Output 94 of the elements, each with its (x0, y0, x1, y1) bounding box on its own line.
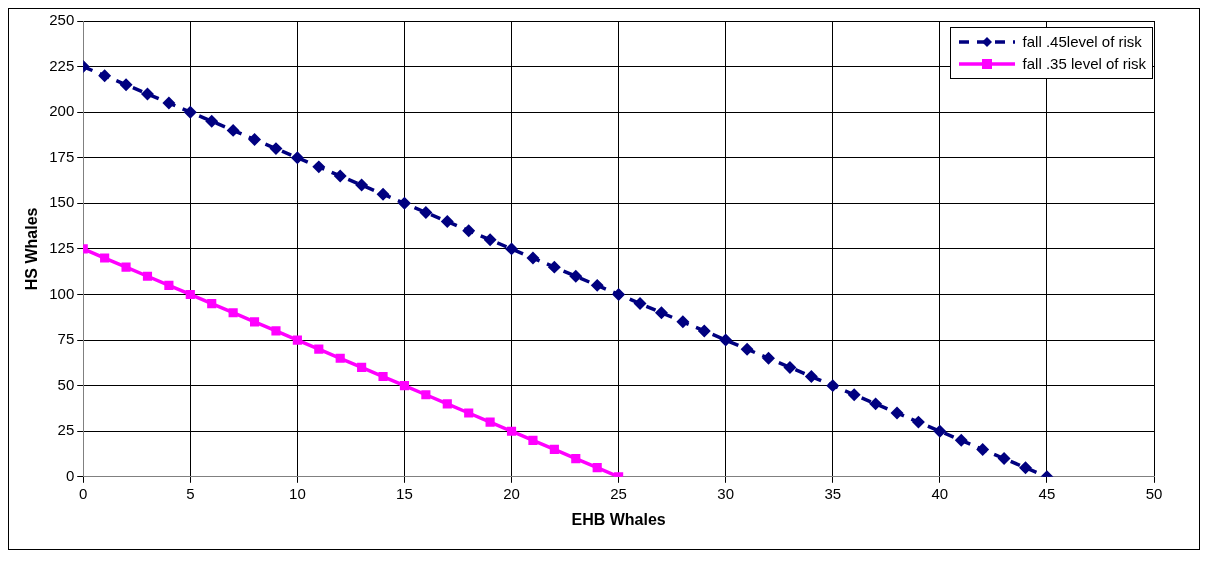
y-tick-label: 0 (65, 466, 75, 484)
point (355, 179, 368, 191)
point (421, 390, 431, 400)
point (869, 398, 882, 410)
point (528, 435, 538, 445)
y-tick-label: 100 (49, 284, 75, 302)
x-tick-label: 35 (824, 484, 842, 502)
x-tick-label: 10 (289, 484, 306, 502)
point (142, 271, 153, 281)
point (677, 316, 689, 328)
x-tick-label: 45 (1038, 484, 1056, 502)
y-tick-label: 125 (49, 239, 75, 257)
y-tick-label: 75 (57, 330, 75, 348)
x-tick-label: 25 (610, 484, 627, 502)
y-tick-label: 200 (49, 102, 75, 120)
point (227, 124, 239, 137)
point (163, 97, 175, 109)
x-tick-label: 5 (186, 484, 195, 502)
point (464, 408, 474, 418)
point (698, 325, 711, 337)
y-tick-label: 25 (57, 421, 75, 439)
point (314, 344, 324, 354)
point (998, 452, 1010, 465)
point (891, 407, 903, 419)
point (121, 262, 131, 272)
point (934, 425, 946, 437)
point (399, 381, 410, 391)
legend-label: fall .35 level of risk (1022, 54, 1146, 74)
point (612, 288, 625, 301)
point (912, 416, 925, 428)
point (313, 161, 325, 173)
y-tick-label: 50 (57, 375, 75, 393)
x-axis-title: EHB Whales (571, 510, 666, 528)
point (484, 234, 496, 246)
point (955, 434, 968, 447)
point (292, 335, 302, 345)
point (377, 188, 389, 200)
point (207, 299, 217, 309)
point (462, 224, 475, 237)
x-tick-label: 0 (79, 484, 88, 502)
point (549, 444, 559, 455)
point (442, 399, 452, 409)
point (655, 306, 668, 319)
legend-label: fall .45level of risk (1022, 32, 1142, 52)
point (548, 261, 561, 273)
point (228, 308, 238, 318)
point (378, 371, 388, 382)
point (100, 253, 110, 263)
point (1019, 461, 1032, 474)
point (334, 170, 346, 182)
point (506, 426, 517, 436)
point (485, 417, 495, 427)
point (98, 69, 111, 82)
x-tick-label: 15 (396, 484, 413, 502)
x-tick-label: 20 (503, 484, 520, 502)
y-tick-label: 175 (49, 147, 75, 165)
point (271, 326, 281, 336)
point (827, 379, 839, 392)
x-tick-label: 30 (717, 484, 735, 502)
y-axis-title: HS Whales (23, 207, 41, 291)
x-tick-label: 50 (1145, 484, 1163, 502)
point (976, 443, 989, 456)
point (570, 270, 582, 282)
x-tick-label: 40 (931, 484, 949, 502)
point (184, 106, 197, 118)
y-tick-label: 150 (49, 193, 75, 211)
point (591, 279, 603, 292)
point (741, 343, 753, 355)
point (398, 197, 411, 210)
point (762, 352, 775, 365)
point (205, 115, 218, 128)
point (784, 361, 796, 374)
point (185, 289, 195, 300)
y-tick-label: 250 (49, 11, 75, 29)
point (335, 353, 345, 363)
point (357, 362, 367, 372)
point (527, 252, 539, 264)
point (805, 370, 818, 383)
y-tick-label: 225 (49, 56, 75, 74)
point (249, 317, 260, 327)
point (441, 215, 454, 228)
point (592, 463, 602, 473)
point (571, 453, 581, 464)
point (248, 133, 261, 146)
point (848, 389, 860, 401)
point (270, 142, 282, 155)
point (120, 79, 132, 91)
point (634, 297, 646, 310)
point (164, 280, 174, 290)
point (719, 334, 732, 346)
point (505, 243, 518, 255)
point (141, 88, 154, 100)
point (291, 151, 304, 164)
point (420, 206, 432, 219)
